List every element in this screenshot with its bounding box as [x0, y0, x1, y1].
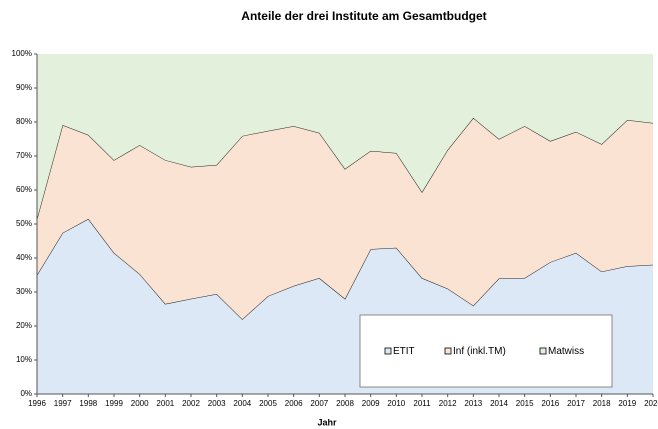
y-tick-label: 20%: [16, 321, 32, 330]
legend-label: Matwiss: [548, 346, 584, 357]
x-tick-label: 2012: [439, 399, 457, 408]
legend-box: [359, 314, 613, 388]
legend-swatch: [384, 347, 392, 355]
x-tick-label: 1996: [28, 399, 46, 408]
x-tick-label: 1997: [54, 399, 72, 408]
x-tick-label: 2001: [156, 399, 174, 408]
x-tick-label: 2007: [310, 399, 328, 408]
x-tick-label: 2005: [259, 399, 277, 408]
x-tick-label: 2010: [387, 399, 405, 408]
x-tick-label: 2008: [336, 399, 354, 408]
x-tick-label: 2009: [362, 399, 380, 408]
x-tick-label: 2018: [593, 399, 611, 408]
x-tick-label: 2000: [131, 399, 149, 408]
x-tick-label: 2015: [516, 399, 534, 408]
y-tick-label: 10%: [16, 355, 32, 364]
y-tick-label: 80%: [16, 117, 32, 126]
legend-swatch: [539, 347, 547, 355]
legend-label: ETIT: [393, 346, 415, 357]
x-tick-label: 1998: [79, 399, 97, 408]
y-tick-label: 0%: [20, 389, 32, 398]
y-tick-label: 50%: [16, 219, 32, 228]
x-tick-label: 2014: [490, 399, 508, 408]
x-tick-label: 2011: [413, 399, 431, 408]
legend-label: Inf (inkl.TM): [453, 346, 506, 357]
x-tick-label: 2017: [567, 399, 585, 408]
y-tick-label: 40%: [16, 253, 32, 262]
y-tick-label: 70%: [16, 151, 32, 160]
area: [37, 117, 653, 320]
chart-title: Anteile der drei Institute am Gesamtbudg…: [241, 9, 486, 23]
legend: ETIT Inf (inkl.TM) Matwiss: [359, 314, 613, 388]
x-tick-label: 2004: [233, 399, 251, 408]
y-tick-label: 60%: [16, 185, 32, 194]
x-tick-label: 2019: [618, 399, 636, 408]
x-tick-label: 2016: [541, 399, 559, 408]
x-tick-label: 2006: [285, 399, 303, 408]
legend-swatch: [444, 347, 452, 355]
x-axis-label: Jahr: [317, 417, 337, 427]
x-tick-label: 2020: [644, 399, 658, 408]
x-tick-label: 1999: [105, 399, 123, 408]
y-tick-label: 30%: [16, 287, 32, 296]
area: [37, 54, 653, 219]
x-tick-label: 2013: [464, 399, 482, 408]
y-tick-label: 90%: [16, 83, 32, 92]
x-tick-label: 2002: [182, 399, 200, 408]
x-tick-label: 2003: [208, 399, 226, 408]
y-tick-label: 100%: [12, 49, 32, 58]
